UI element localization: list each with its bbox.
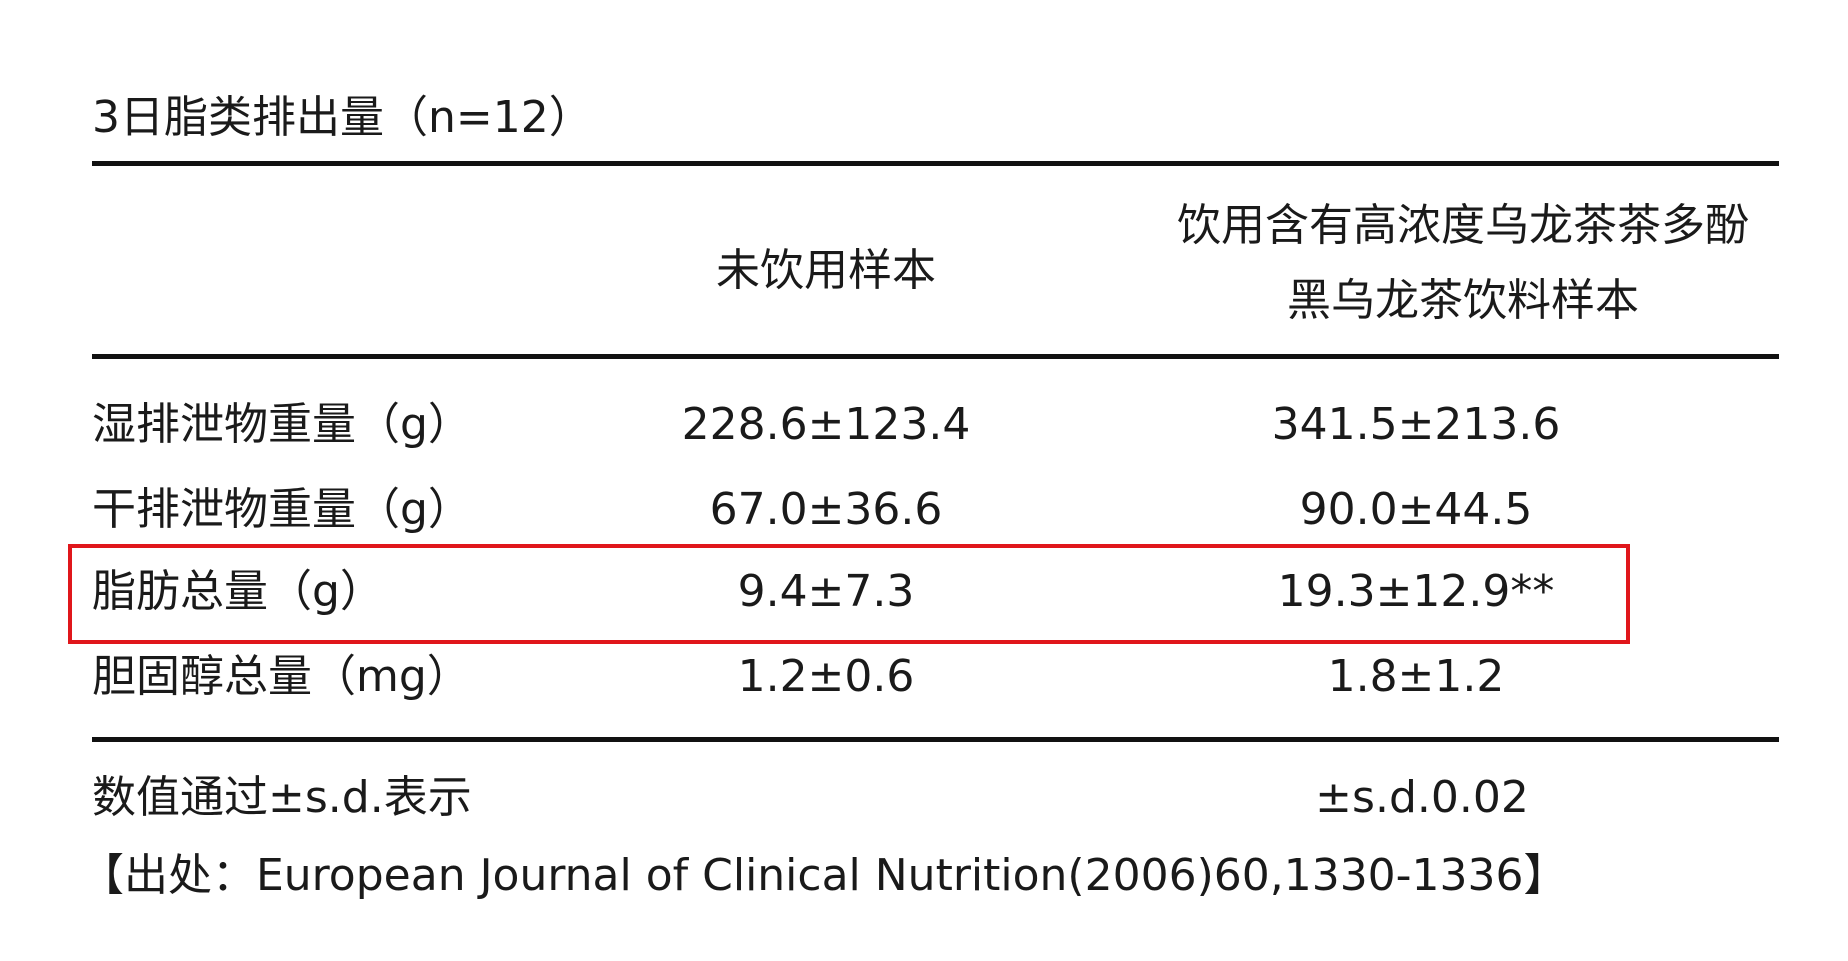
cell-value: 1.8±1.2 — [1327, 651, 1505, 702]
column-header: 饮用含有高浓度乌龙茶茶多酚 — [1177, 200, 1749, 251]
table-title: 3日脂类排出量（n=12） — [92, 92, 593, 143]
cell-value: 341.5±213.6 — [1271, 399, 1561, 450]
column-header: 未饮用样本 — [716, 245, 936, 296]
source: 【出处：European Journal of Clinical Nutriti… — [80, 850, 1568, 901]
cell-value: 19.3±12.9** — [1277, 566, 1555, 617]
row-label: 脂肪总量（g） — [92, 566, 384, 617]
row-label: 胆固醇总量（mg） — [92, 651, 471, 702]
row-label: 干排泄物重量（g） — [92, 484, 472, 535]
highlight-box — [68, 544, 1630, 644]
note: 数值通过±s.d.表示 — [92, 772, 472, 823]
row-label: 湿排泄物重量（g） — [92, 399, 472, 450]
header-rule — [92, 354, 1779, 359]
bottom-rule — [92, 737, 1779, 742]
cell-value: 67.0±36.6 — [709, 484, 943, 535]
top-rule — [92, 161, 1779, 166]
cell-value: 1.2±0.6 — [737, 651, 915, 702]
cell-value: 90.0±44.5 — [1299, 484, 1533, 535]
column-header: 黑乌龙茶饮料样本 — [1287, 275, 1639, 326]
note: ±s.d.0.02 — [1315, 772, 1529, 823]
cell-value: 228.6±123.4 — [681, 399, 971, 450]
cell-value: 9.4±7.3 — [737, 566, 915, 617]
